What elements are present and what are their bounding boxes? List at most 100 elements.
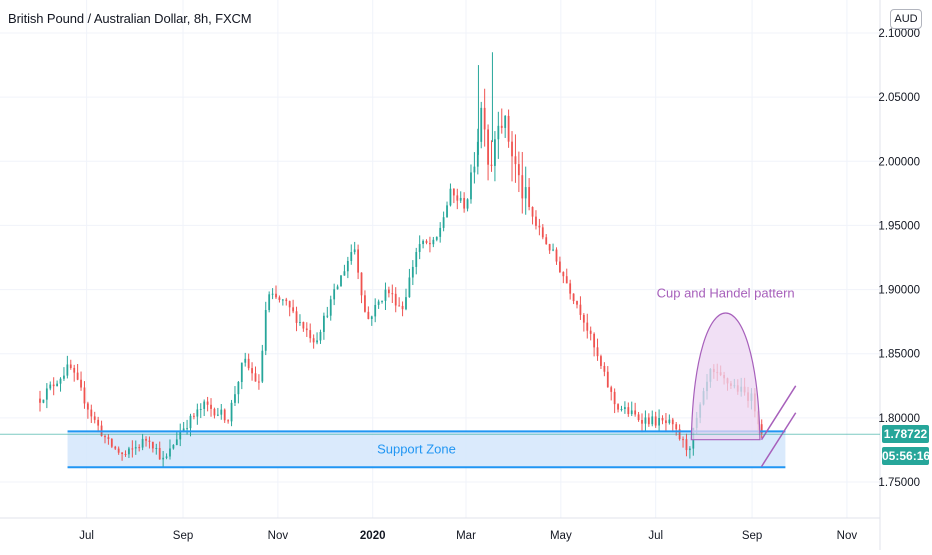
candle-body — [213, 408, 216, 416]
candle-body — [661, 417, 664, 421]
candle-body — [497, 125, 500, 140]
candle-body — [610, 387, 613, 392]
candle-body — [189, 415, 192, 429]
candle-body — [316, 340, 318, 343]
candle-body — [360, 272, 363, 296]
candle-body — [73, 367, 76, 373]
candle-body — [620, 409, 623, 411]
candle-body — [39, 398, 41, 403]
candle-body — [203, 401, 206, 409]
candle-body — [384, 289, 387, 301]
candle-body — [206, 401, 209, 405]
candle-body — [654, 416, 657, 426]
candle-body — [247, 358, 250, 369]
time-tick-label: Sep — [173, 530, 193, 542]
price-tick-label: 2.10000 — [878, 28, 920, 40]
candle-body — [545, 237, 548, 245]
candle-body — [350, 252, 353, 261]
candle-body — [86, 403, 89, 410]
candle-body — [517, 164, 520, 176]
time-tick-label: Mar — [456, 530, 476, 542]
candle-body — [162, 457, 165, 460]
candle-body — [586, 322, 589, 331]
support-zone-label: Support Zone — [377, 441, 456, 456]
candle-body — [285, 299, 288, 302]
candle-body — [524, 187, 527, 199]
candle-body — [459, 197, 462, 201]
candle-body — [220, 409, 223, 415]
candle-body — [114, 446, 117, 449]
candle-body — [117, 448, 120, 453]
candle-body — [572, 293, 575, 302]
candle-body — [507, 115, 510, 142]
candle-body — [760, 424, 763, 434]
price-tick-label: 2.05000 — [878, 92, 920, 104]
candle-body — [606, 371, 609, 388]
candle-body — [641, 420, 643, 424]
time-tick-label: Sep — [742, 530, 762, 542]
candle-body — [199, 408, 202, 410]
candle-body — [535, 216, 537, 226]
candle-body — [254, 373, 257, 382]
candle-body — [562, 272, 565, 277]
candle-body — [288, 301, 291, 308]
candle-body — [665, 420, 667, 424]
candle-body — [367, 311, 370, 319]
candle-body — [244, 358, 247, 363]
price-tick-label: 1.95000 — [878, 220, 920, 232]
candle-body — [196, 409, 199, 417]
candles — [39, 52, 763, 468]
candle-body — [66, 364, 69, 376]
candle-body — [210, 404, 212, 409]
candle-body — [299, 321, 301, 323]
candle-body — [292, 307, 295, 312]
candle-body — [56, 383, 59, 387]
candle-body — [268, 294, 271, 311]
candle-body — [45, 388, 48, 400]
price-tick-label: 1.90000 — [878, 285, 920, 297]
candle-body — [138, 447, 141, 449]
candle-body — [237, 382, 240, 395]
candle-body — [538, 225, 541, 228]
time-tick-label: 2020 — [360, 530, 386, 542]
candle-body — [593, 333, 596, 348]
candle-body — [63, 375, 65, 379]
candle-body — [422, 240, 424, 245]
candle-body — [240, 362, 243, 383]
candle-body — [432, 239, 435, 245]
candle-body — [418, 244, 421, 252]
time-tick-label: Nov — [268, 530, 289, 542]
candle-body — [110, 438, 113, 447]
candle-body — [617, 404, 619, 410]
candle-body — [381, 300, 383, 302]
candle-body — [613, 391, 616, 405]
candle-body — [186, 428, 188, 430]
candle-body — [230, 402, 233, 422]
bar-countdown-tag: 05:56:16 — [882, 447, 931, 465]
candle-body — [647, 417, 650, 425]
candle-body — [452, 188, 455, 196]
candle-body — [151, 441, 154, 449]
candle-body — [131, 448, 134, 450]
time-tick-label: May — [550, 530, 572, 542]
price-tick-label: 1.80000 — [878, 413, 920, 425]
candle-body — [357, 249, 360, 273]
candle-body — [504, 115, 507, 128]
candle-body — [104, 436, 106, 438]
candle-body — [627, 407, 630, 415]
candle-body — [579, 304, 582, 315]
candle-body — [466, 199, 469, 209]
candle-body — [97, 419, 100, 426]
candle-body — [528, 187, 531, 208]
candle-body — [658, 417, 660, 426]
candle-body — [559, 261, 561, 273]
candle-body — [353, 249, 356, 253]
currency-button[interactable]: AUD — [890, 9, 922, 29]
candle-body — [685, 439, 688, 451]
cup-pattern-shape — [690, 312, 761, 441]
candle-body — [227, 420, 230, 422]
candle-body — [555, 249, 558, 262]
candle-body — [446, 205, 448, 218]
